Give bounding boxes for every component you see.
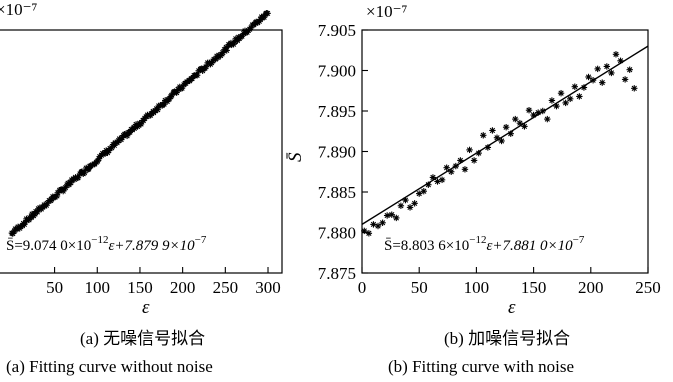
x-tick-label: 250 (635, 278, 661, 297)
data-point (599, 79, 606, 86)
y-tick-label: 7.875 (318, 264, 356, 283)
x-tick-label: 100 (464, 278, 490, 297)
data-point (631, 85, 638, 92)
x-tick-label: 0 (358, 278, 367, 297)
panel-a-x-label: ε (142, 297, 150, 318)
panel-b-fit-label: S̄=8.803 6×10−12ε+7.881 0×10−7 (384, 234, 585, 254)
panel-b-x-label: ε (508, 297, 516, 318)
data-point (626, 66, 633, 73)
y-tick-label: 7.890 (318, 143, 356, 162)
data-point (576, 93, 583, 100)
data-point (420, 187, 427, 195)
x-tick-label: 50 (46, 278, 63, 297)
y-tick-label: 7.905 (318, 21, 356, 40)
data-point (443, 164, 450, 171)
x-tick-label: 150 (521, 278, 547, 297)
data-point (434, 178, 441, 185)
panel-a-fit-line (11, 12, 269, 234)
x-tick-label: 100 (85, 278, 111, 297)
data-point (612, 51, 620, 58)
data-point (470, 157, 478, 164)
data-point (603, 63, 611, 70)
panel-a-axes (0, 29, 283, 274)
data-point (571, 83, 578, 90)
x-tick-label: 200 (578, 278, 604, 297)
data-point (621, 76, 629, 83)
data-point (489, 127, 496, 134)
data-point (585, 73, 592, 81)
data-point (365, 230, 373, 237)
data-point (438, 176, 446, 184)
data-point (466, 146, 473, 154)
data-point (393, 214, 400, 222)
data-point (567, 95, 574, 103)
data-point (548, 97, 556, 104)
panel-a-caption-cn: (a) 无噪信号拟合 (80, 329, 205, 348)
x-tick-label: 300 (255, 278, 281, 297)
panel-a-x-ticks: 50 100 150 200 250 300 (46, 267, 281, 297)
panel-b-fit-line (361, 45, 649, 225)
panel-a-fit-label: S̄=9.074 0×10−12ε+7.879 9×10−7 (6, 234, 207, 254)
data-point (379, 219, 386, 226)
data-point (512, 115, 519, 123)
x-tick-label: 200 (170, 278, 196, 297)
data-point (374, 222, 382, 230)
x-tick-label: 50 (411, 278, 428, 297)
x-tick-label: 150 (127, 278, 153, 297)
x-tick-label: 250 (213, 278, 239, 297)
y-tick-label: 7.880 (318, 224, 356, 243)
data-point (480, 132, 487, 139)
data-point (557, 89, 565, 97)
data-point (608, 69, 615, 77)
data-point (416, 190, 423, 197)
data-point (502, 124, 510, 131)
data-point (544, 115, 551, 123)
panel-b-caption-cn: (b) 加噪信号拟合 (444, 329, 570, 348)
panel-b-x-ticks: 0 50 100 150 200 250 (358, 267, 661, 297)
data-point (498, 137, 505, 145)
y-tick-label: 7.895 (318, 102, 356, 121)
panel-b-axes (361, 29, 649, 274)
panel-b-scale-label: ×10⁻⁷ (366, 2, 408, 21)
data-point (411, 200, 418, 207)
panel-b: ×10⁻⁷ S̄ 7.9057.9007.8957.8907.8857.8807… (285, 2, 661, 376)
y-tick-label: 7.900 (318, 62, 356, 81)
panel-a-scale-label: ×10⁻⁷ (0, 0, 38, 19)
panel-a: ×10⁻⁷ S̄=9.074 0×10−12ε+7.879 9×10−7 50 1… (0, 0, 281, 376)
data-point (594, 65, 601, 73)
data-point (383, 212, 391, 219)
y-tick-label: 7.885 (318, 183, 356, 202)
data-point (553, 102, 560, 110)
panel-b-y-label: S̄ (285, 152, 306, 162)
data-point (525, 106, 533, 114)
panel-a-caption-en: (a) Fitting curve without noise (6, 357, 213, 376)
data-point (388, 211, 395, 218)
panel-b-y-ticks: 7.905 7.900 7.895 7.890 7.885 7.880 7.875 (318, 21, 368, 283)
data-point (562, 99, 569, 107)
panel-b-caption-en: (b) Fitting curve with noise (388, 357, 574, 376)
data-point (406, 204, 414, 211)
data-point (397, 202, 405, 209)
data-point (461, 166, 469, 173)
